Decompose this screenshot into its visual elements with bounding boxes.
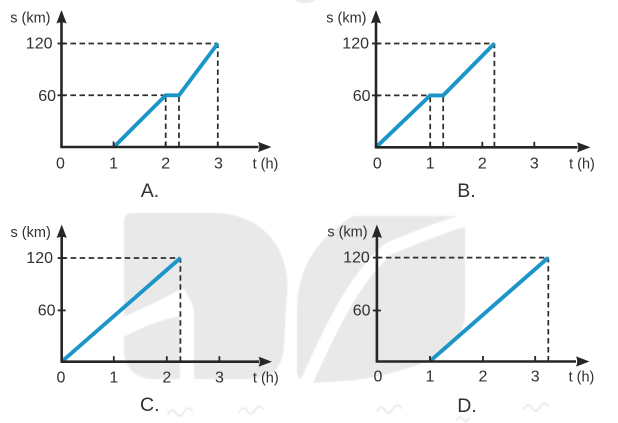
svg-text:s (km): s (km) xyxy=(11,225,51,241)
svg-text:s (km): s (km) xyxy=(326,11,366,27)
svg-text:C.: C. xyxy=(140,394,160,416)
svg-text:60: 60 xyxy=(353,88,371,105)
svg-text:2: 2 xyxy=(162,369,171,386)
svg-text:0: 0 xyxy=(57,369,66,386)
svg-text:1: 1 xyxy=(426,155,435,172)
svg-text:0: 0 xyxy=(373,155,382,172)
svg-text:1: 1 xyxy=(426,369,435,386)
svg-text:120: 120 xyxy=(343,250,370,267)
svg-text:A.: A. xyxy=(141,180,159,202)
svg-text:60: 60 xyxy=(353,303,371,320)
svg-text:3: 3 xyxy=(530,155,539,172)
svg-text:s (km): s (km) xyxy=(327,225,367,241)
svg-text:t (h): t (h) xyxy=(569,157,595,173)
svg-text:s (km): s (km) xyxy=(10,11,50,27)
svg-text:t (h): t (h) xyxy=(253,371,279,387)
svg-text:B.: B. xyxy=(457,180,475,202)
svg-text:1: 1 xyxy=(109,155,118,172)
svg-text:3: 3 xyxy=(531,369,540,386)
svg-text:2: 2 xyxy=(161,155,170,172)
svg-text:120: 120 xyxy=(26,36,53,53)
svg-text:t (h): t (h) xyxy=(253,157,279,173)
svg-text:120: 120 xyxy=(342,36,369,53)
svg-text:2: 2 xyxy=(479,369,488,386)
svg-text:60: 60 xyxy=(38,303,56,320)
svg-text:t (h): t (h) xyxy=(569,370,595,386)
svg-text:1: 1 xyxy=(109,369,118,386)
svg-text:0: 0 xyxy=(56,155,65,172)
svg-text:D.: D. xyxy=(457,395,477,417)
svg-text:0: 0 xyxy=(374,369,383,386)
svg-text:3: 3 xyxy=(215,369,224,386)
svg-text:60: 60 xyxy=(38,88,56,105)
svg-text:3: 3 xyxy=(214,155,223,172)
svg-text:2: 2 xyxy=(478,155,487,172)
svg-text:120: 120 xyxy=(26,250,53,267)
